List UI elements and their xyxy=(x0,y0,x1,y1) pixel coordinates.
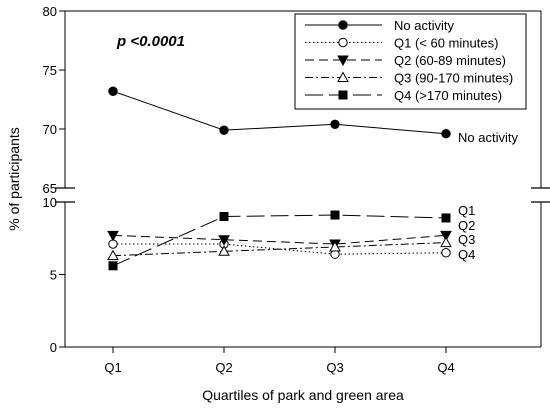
series-line xyxy=(112,214,447,267)
legend-label: Q4 (>170 minutes) xyxy=(394,88,502,103)
x-tick-label: Q4 xyxy=(437,360,454,375)
series-line xyxy=(112,234,447,245)
series-point xyxy=(440,230,452,242)
legend-label: No activity xyxy=(394,18,454,33)
legend-marker xyxy=(338,37,348,48)
legend-marker xyxy=(338,20,348,30)
y-tick-label: 70 xyxy=(43,122,57,137)
series-end-label: No activity xyxy=(458,130,518,145)
series-end-label: Q3 xyxy=(458,232,475,247)
x-tick-label: Q2 xyxy=(215,360,232,375)
series-point xyxy=(108,261,118,271)
series-end-label: Q2 xyxy=(458,218,475,233)
series-point xyxy=(107,249,119,261)
series-point xyxy=(107,230,119,242)
x-axis-title: Quartiles of park and green area xyxy=(202,387,404,403)
series-point xyxy=(219,212,229,221)
series-end-label: Q4 xyxy=(458,247,475,262)
series-point xyxy=(330,210,340,220)
y-tick-label: 10 xyxy=(43,195,57,210)
legend-label: Q2 (60-89 minutes) xyxy=(394,53,506,68)
series-point xyxy=(441,129,451,139)
legend-label: Q1 (< 60 minutes) xyxy=(394,36,498,51)
legend: No activity Q1 (< 60 minutes) Q2 (60-89 mi… xyxy=(294,13,527,110)
y-tick-label: 5 xyxy=(50,268,57,283)
series-end-label: Q1 xyxy=(458,203,475,218)
y-tick-label: 65 xyxy=(43,181,57,196)
x-tick-label: Q3 xyxy=(326,360,343,375)
x-tick-label: Q1 xyxy=(104,360,121,375)
p-value-annotation: p <0.0001 xyxy=(116,33,185,50)
legend-box xyxy=(294,13,527,110)
series-point xyxy=(441,213,451,223)
y-axis-title: % of participants xyxy=(6,127,22,231)
y-tick-label: 80 xyxy=(43,4,57,19)
series-point xyxy=(218,235,230,246)
y-tick-label: 75 xyxy=(43,63,57,78)
series-point xyxy=(440,236,452,248)
series-point xyxy=(218,245,230,256)
legend-marker xyxy=(338,90,348,100)
legend-label: Q3 (90-170 minutes) xyxy=(394,71,513,86)
series-line xyxy=(112,242,447,257)
series-point xyxy=(330,119,340,129)
series-point xyxy=(441,248,451,258)
series-point xyxy=(329,240,341,252)
legend-marker xyxy=(337,71,349,82)
legend-marker xyxy=(337,55,349,67)
series-point xyxy=(219,125,229,135)
y-tick-label: 0 xyxy=(50,340,57,355)
series-point xyxy=(108,86,118,96)
series-line xyxy=(112,90,447,135)
